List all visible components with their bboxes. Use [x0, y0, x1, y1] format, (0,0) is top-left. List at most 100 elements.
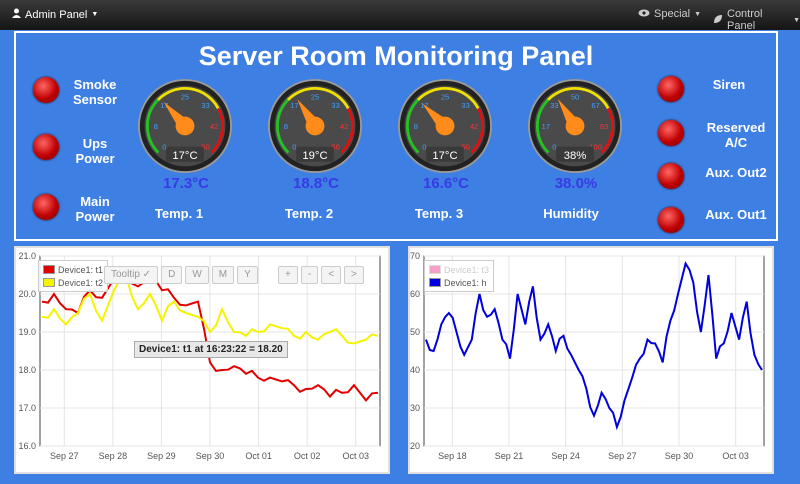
x-tick-label: Oct 01 — [245, 451, 272, 461]
user-icon — [12, 8, 21, 21]
chevron-down-icon: ▼ — [793, 16, 800, 24]
gauge-display: 19°C — [302, 150, 327, 162]
range-day-button[interactable]: D — [161, 266, 183, 284]
gauge-temp1-reading: 17.3°C — [162, 175, 210, 192]
y-tick-label: 30 — [410, 403, 420, 413]
gauge-tick-label: 0 — [162, 142, 166, 151]
range-toolbar: Tooltip ✓ D W M Y — [104, 266, 258, 284]
gauge-tick-label: 8 — [414, 122, 418, 131]
zoom-in-button[interactable]: + — [278, 266, 298, 284]
gauge-tick-label: 17 — [542, 122, 550, 131]
gauge-tick-label: 17 — [160, 101, 168, 110]
gauge-tick-label: 25 — [181, 93, 189, 102]
pan-right-button[interactable]: > — [344, 266, 364, 284]
gauge-display-bg — [556, 146, 594, 162]
temperature-chart: 16.0 17.0 18.0 19.0 20.0 21.0 Sep 27 Sep 28 Sep … — [14, 246, 390, 474]
range-month-button[interactable]: M — [211, 266, 235, 284]
legend-item-t2[interactable]: Device1: t2 — [43, 276, 103, 289]
gauge-tick-label: 42 — [340, 122, 348, 131]
reserved-ac-led — [658, 120, 684, 146]
x-tick-label: Sep 18 — [438, 451, 467, 461]
y-tick-label: 70 — [410, 251, 420, 261]
gauge-temp1-label: Temp. 1 — [154, 206, 204, 221]
range-week-button[interactable]: W — [185, 266, 209, 284]
aux-out2-label: Aux. Out2 — [705, 165, 767, 180]
pan-left-button[interactable]: < — [321, 266, 342, 284]
eye-icon — [638, 8, 650, 20]
control-panel-menu[interactable]: Control Panel ▼ — [713, 8, 800, 32]
navbar: Admin Panel ▼ Special ▼ Control Panel ▼ — [0, 0, 800, 32]
zoom-out-button[interactable]: - — [300, 266, 319, 284]
x-tick-label: Sep 21 — [495, 451, 524, 461]
gauge-tick-label: 0 — [292, 142, 296, 151]
gauge-hub — [305, 116, 325, 136]
leaf-icon — [713, 14, 723, 27]
gauge-display-bg — [426, 146, 464, 162]
gauge-tick-label: 42 — [210, 122, 218, 131]
aux-out1-label: Aux. Out1 — [705, 207, 767, 222]
gauge-hub — [435, 116, 455, 136]
y-tick-label: 50 — [410, 327, 420, 337]
y-tick-label: 17.0 — [18, 403, 36, 413]
gauge-tick-label: 50 — [201, 142, 209, 151]
admin-panel-label: Admin Panel — [25, 8, 88, 21]
gauge-band — [275, 98, 290, 154]
gauge-display: 17°C — [172, 150, 197, 162]
gauge-band — [546, 86, 610, 110]
x-tick-label: Oct 03 — [722, 451, 749, 461]
gauge-temp2-label: Temp. 2 — [284, 206, 334, 221]
gauge-display: 38% — [564, 150, 587, 162]
control-panel-label: Control Panel — [727, 8, 763, 32]
x-tick-label: Sep 30 — [665, 451, 694, 461]
x-tick-label: Sep 30 — [196, 451, 225, 461]
legend-item-t1[interactable]: Device1: t1 — [43, 263, 103, 276]
legend-swatch — [429, 278, 441, 287]
gauge-tick-label: 33 — [550, 101, 558, 110]
x-tick-label: Sep 27 — [50, 451, 79, 461]
y-tick-label: 21.0 — [18, 251, 36, 261]
gauge-band — [535, 98, 550, 154]
main-power-label: Main Power — [75, 194, 115, 224]
x-tick-label: Sep 24 — [551, 451, 580, 461]
gauge-temp1: 0 8 17 25 33 42 50 17°C — [138, 79, 232, 173]
y-tick-label: 60 — [410, 289, 420, 299]
smoke-sensor-label: Smoke Sensor — [72, 77, 118, 107]
legend-item-t3[interactable]: Device1: t3 — [429, 263, 489, 276]
gauge-temp2: 0 8 17 25 33 42 50 19°C — [268, 79, 362, 173]
gauge-tick-label: 8 — [154, 122, 158, 131]
special-label: Special — [654, 8, 691, 20]
gauge-band — [416, 86, 480, 110]
ups-power-label: Ups Power — [75, 136, 115, 166]
panel-title: Server Room Monitoring Panel — [198, 41, 594, 71]
ups-power-led — [33, 134, 59, 160]
gauge-band — [340, 107, 354, 154]
legend-swatch — [429, 265, 441, 274]
nav-toolbar: + - < > — [278, 266, 364, 284]
gauge-tick-label: 33 — [331, 101, 339, 110]
gauge-hub — [175, 116, 195, 136]
gauge-band — [405, 98, 420, 154]
gauge-tick-label: 0 — [422, 142, 426, 151]
range-year-button[interactable]: Y — [237, 266, 258, 284]
gauge-tick-label: 67 — [591, 101, 599, 110]
gauge-band — [286, 86, 350, 110]
chevron-down-icon: ▼ — [694, 10, 702, 18]
admin-panel-menu[interactable]: Admin Panel ▼ — [12, 8, 98, 21]
special-menu[interactable]: Special ▼ — [638, 8, 701, 20]
x-tick-label: Oct 02 — [294, 451, 321, 461]
series-line — [41, 273, 379, 345]
gauge-tick-label: 50 — [571, 93, 579, 102]
x-tick-label: Oct 03 — [342, 451, 369, 461]
y-tick-label: 16.0 — [18, 441, 36, 451]
gauge-hub — [565, 116, 585, 136]
gauge-band — [600, 107, 614, 154]
gauge-tick-label: 50 — [331, 142, 339, 151]
legend-item-h[interactable]: Device1: h — [429, 276, 489, 289]
humidity-legend: Device1: t3 Device1: h — [424, 260, 495, 292]
temperature-legend: Device1: t1 Device1: t2 — [38, 260, 109, 292]
tooltip-toggle[interactable]: Tooltip ✓ — [104, 266, 159, 284]
monitoring-panel: Server Room Monitoring Panel Smoke Sensor… — [14, 31, 778, 241]
aux-out1-led — [658, 207, 684, 233]
gauge-temp2-reading: 18.8°C — [292, 175, 340, 192]
